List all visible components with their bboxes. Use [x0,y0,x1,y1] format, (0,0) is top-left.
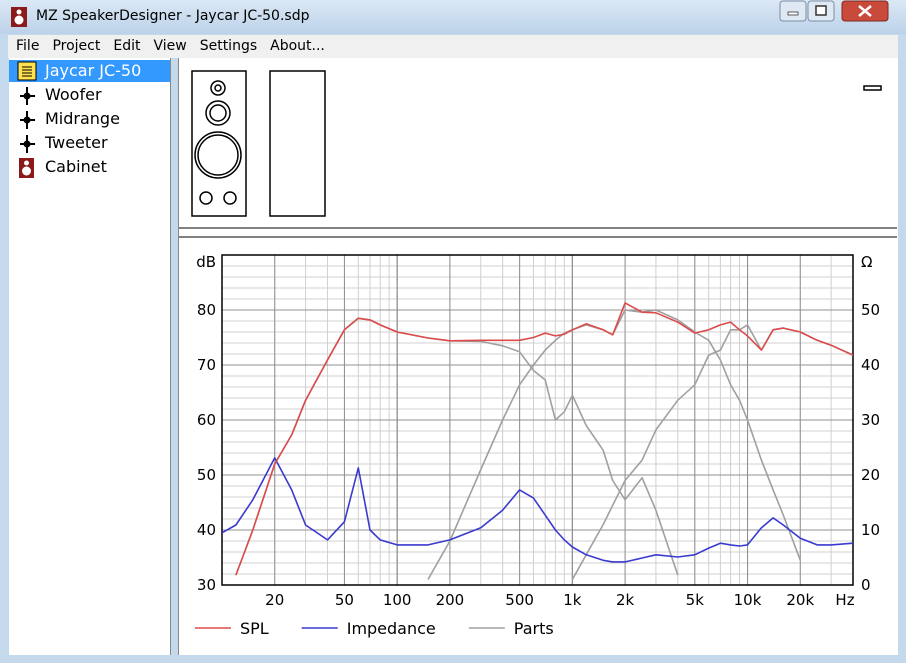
x-tick-label: 50 [335,591,354,609]
x-tick-label: 2k [616,591,635,609]
y-tick-label: 80 [197,301,216,319]
minimize-button[interactable] [779,0,807,22]
x-tick-label: 200 [436,591,465,609]
x-tick-label: 5k [686,591,705,609]
title-bar: MZ SpeakerDesigner - Jaycar JC-50.sdp [0,0,906,34]
window-controls[interactable] [779,0,899,24]
y-axis-unit: dB [196,253,216,271]
menu-bar: File Project Edit View Settings About... [8,35,898,58]
series-line [222,457,853,563]
selection-highlight [9,60,170,82]
x-tick-label: 20 [265,591,284,609]
x-tick-label: 100 [383,591,412,609]
x-tick-label: 20k [786,591,814,609]
plot-frame [221,254,854,586]
tree-node[interactable]: Cabinet [45,157,107,176]
y-tick-label: 30 [197,576,216,594]
tree-node[interactable]: Midrange [45,109,120,128]
menu-item[interactable]: Project [52,38,101,54]
y2-tick-label: 50 [861,301,880,319]
menu-item[interactable]: About... [270,38,325,54]
legend-label: Parts [514,619,554,638]
y2-axis-unit: Ω [861,253,872,271]
y-tick-label: 70 [197,356,216,374]
series-line [427,309,802,580]
y2-tick-label: 40 [861,356,880,374]
tree-node[interactable]: Tweeter [45,133,108,152]
y2-tick-label: 10 [861,521,880,539]
x-tick-label: 500 [505,591,534,609]
y-tick-label: 40 [197,521,216,539]
y2-tick-label: 0 [861,576,871,594]
x-tick-label: 1k [563,591,582,609]
tree-node[interactable]: Woofer [45,85,102,104]
y-tick-label: 60 [197,411,216,429]
x-axis-unit: Hz [835,591,854,609]
legend-label: SPL [240,619,269,638]
app-icon [11,7,27,27]
menu-item[interactable]: View [153,38,187,54]
cabinet-drawing [191,70,882,217]
menu-item[interactable]: File [16,38,40,54]
y-tick-label: 50 [197,466,216,484]
menu-item[interactable]: Edit [113,38,141,54]
menu-item[interactable]: Settings [199,38,258,54]
tree-root[interactable]: Jaycar JC-50 [45,61,142,80]
window-title: MZ SpeakerDesigner - Jaycar JC-50.sdp [36,8,310,24]
series-line [235,302,853,576]
tree-icons [17,61,37,178]
legend-label: Impedance [347,619,436,638]
y2-tick-label: 20 [861,466,880,484]
x-tick-label: 10k [734,591,762,609]
project-tree: Jaycar JC-50 Woofer Midrange Tweeter Cab… [9,58,171,655]
y2-tick-label: 30 [861,411,880,429]
